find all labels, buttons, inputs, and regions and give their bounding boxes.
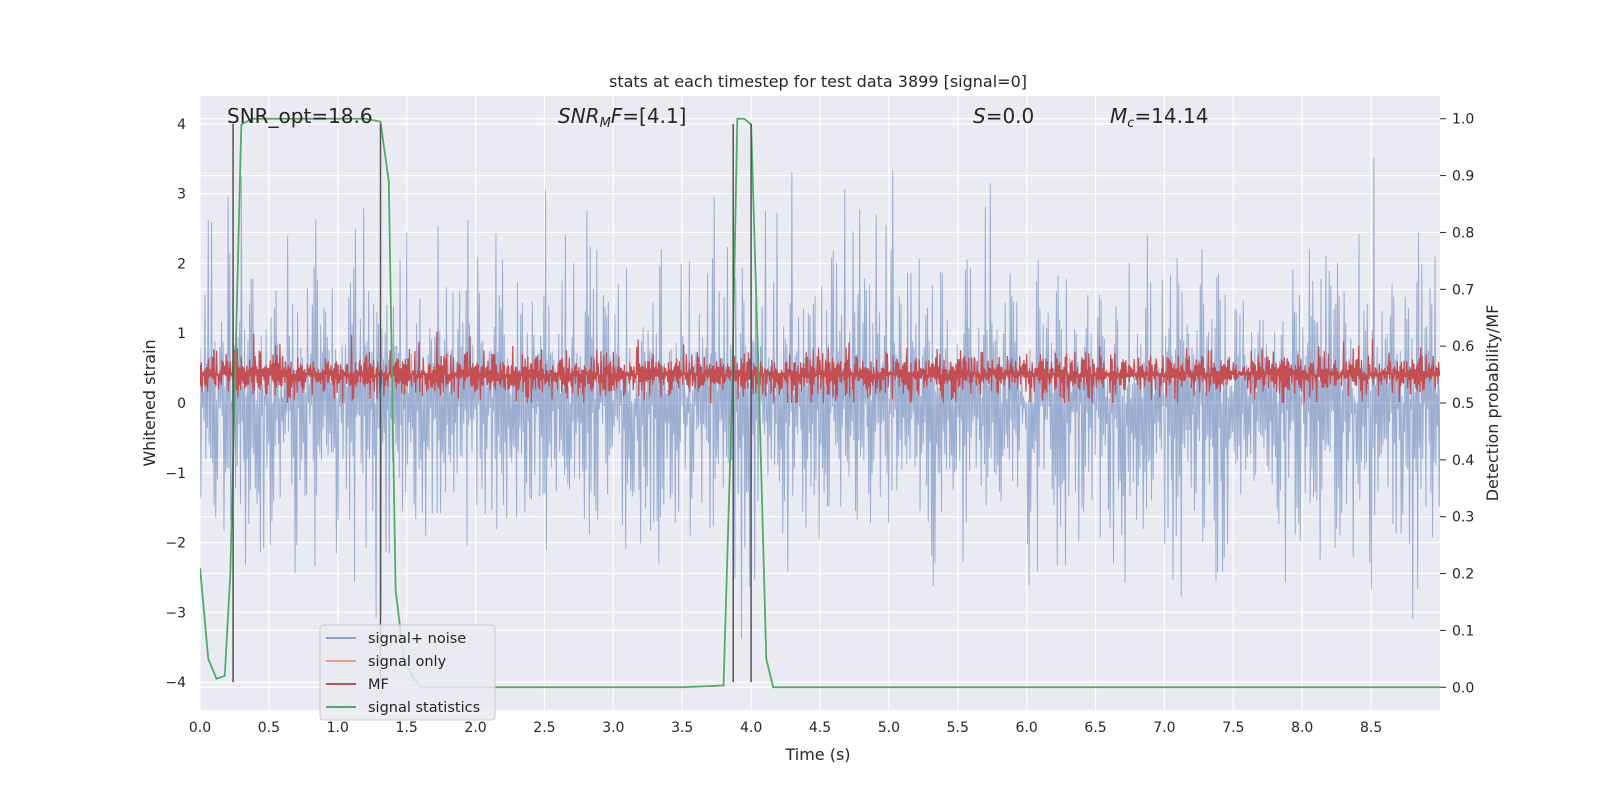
x-tick-label: 5.5 — [947, 720, 969, 736]
vertical-lines — [232, 123, 752, 683]
x-tick-label: 5.0 — [878, 720, 900, 736]
legend-item-signal-statistics: signal statistics — [326, 700, 480, 716]
annotation-snr-opt: SNR_opt=18.6 — [227, 104, 373, 128]
y-right-tick-label: 0.9 — [1452, 169, 1474, 185]
legend-item-signal-only: signal only — [326, 654, 447, 670]
y-right-tick-label: 0.4 — [1452, 453, 1474, 469]
annotation-s: S=0.0 — [973, 104, 1034, 128]
annotation-snr-mf: SNRMF=[4.1] — [558, 104, 686, 131]
y-right-tick-label: 0.7 — [1452, 282, 1474, 298]
legend-label: MF — [368, 677, 389, 693]
x-tick-label: 1.0 — [327, 720, 349, 736]
x-tick-label: 0.5 — [258, 720, 280, 736]
x-tick-label: 2.0 — [464, 720, 486, 736]
y-left-tick-label: −4 — [165, 675, 186, 691]
y-left-tick-label: 1 — [177, 326, 186, 342]
y-axis-right-title: Detection probability/MF — [1483, 305, 1502, 502]
y-right-tick-label: 0.5 — [1452, 396, 1474, 412]
x-tick-label: 6.0 — [1016, 720, 1038, 736]
y-left-tick-label: 2 — [177, 256, 186, 272]
series-signal-noise — [200, 157, 1440, 639]
legend-label: signal+ noise — [368, 631, 466, 647]
x-axis-title: Time (s) — [784, 745, 850, 764]
annotation-s-value: =0.0 — [986, 104, 1035, 128]
series-line-signal-noise — [200, 157, 1440, 639]
x-tick-label: 1.5 — [396, 720, 418, 736]
y-left-tick-label: 4 — [177, 117, 186, 133]
y-right-tick-label: 0.2 — [1452, 567, 1474, 583]
x-tick-label: 7.5 — [1222, 720, 1244, 736]
y-left-tick-label: 0 — [177, 396, 186, 412]
legend-label: signal only — [368, 654, 447, 670]
y-axis-left-title: Whitened strain — [140, 339, 159, 466]
series-line-mf — [200, 331, 1440, 404]
x-tick-label: 0.0 — [189, 720, 211, 736]
x-tick-label: 7.0 — [1153, 720, 1175, 736]
y-right-tick-label: 1.0 — [1452, 112, 1474, 128]
x-tick-label: 2.5 — [533, 720, 555, 736]
x-tick-label: 4.5 — [809, 720, 831, 736]
y-left-tick-label: −2 — [165, 536, 186, 552]
legend-item-signal-noise: signal+ noise — [326, 631, 466, 647]
x-tick-label: 3.5 — [671, 720, 693, 736]
y-right-tick-label: 0.6 — [1452, 339, 1474, 355]
series-mf — [200, 331, 1440, 404]
legend-label: signal statistics — [368, 700, 480, 716]
y-right-tick-label: 0.8 — [1452, 225, 1474, 241]
y-left-tick-label: −3 — [165, 605, 186, 621]
y-left-tick-label: 3 — [177, 187, 186, 203]
y-right-tick-label: 0.0 — [1452, 680, 1474, 696]
y-left-tick-label: −1 — [165, 466, 186, 482]
x-tick-label: 8.0 — [1291, 720, 1313, 736]
y-right-tick-label: 0.1 — [1452, 623, 1474, 639]
y-axis-left-ticks: −4 −3 −2 −1 0 1 2 3 4 — [165, 117, 186, 691]
annotation-mc: Mc=14.14 — [1110, 104, 1208, 131]
y-axis-right-ticks: 0.0 0.1 0.2 0.3 0.4 0.5 0.6 0.7 0.8 0.9 1.0 — [1440, 112, 1474, 696]
legend: signal+ noise signal only MF signal stat… — [319, 624, 496, 721]
legend-box — [319, 624, 496, 721]
x-tick-label: 8.5 — [1360, 720, 1382, 736]
x-axis-ticks: 0.0 0.5 1.0 1.5 2.0 2.5 3.0 3.5 4.0 4.5 5.0 5.5 6.0 6… — [189, 720, 1382, 736]
y-right-tick-label: 0.3 — [1452, 510, 1474, 526]
annotation-mc-value: =14.14 — [1134, 104, 1208, 128]
annotation-snr-mf-value: =[4.1] — [622, 104, 686, 128]
x-tick-label: 6.5 — [1084, 720, 1106, 736]
x-tick-label: 3.0 — [602, 720, 624, 736]
x-tick-label: 4.0 — [740, 720, 762, 736]
chart-title: stats at each timestep for test data 389… — [609, 72, 1027, 91]
legend-item-mf: MF — [326, 677, 389, 693]
